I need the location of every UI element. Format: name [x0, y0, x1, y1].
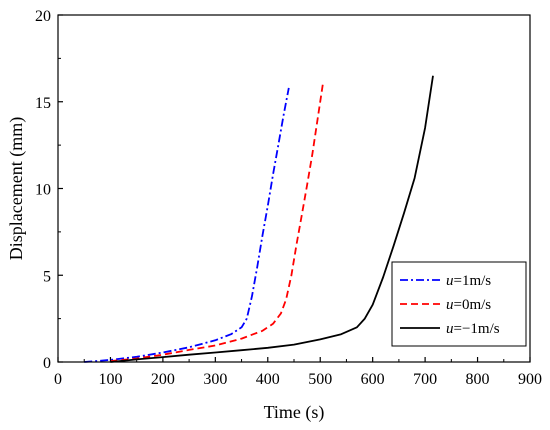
legend: u=1m/su=0m/su=−1m/s [391, 261, 527, 347]
x-tick-label: 0 [54, 371, 62, 388]
series-line-2 [110, 84, 324, 362]
legend-label-italic: u [446, 321, 454, 337]
axes-layer: 0 100 200 300 400 500 600 700 800 900 0 5 10 15 20 Time… [6, 8, 542, 423]
x-tick-label: 600 [361, 371, 385, 388]
legend-label-3: u=−1m/s [446, 321, 500, 337]
legend-label-rest: =−1m/s [454, 321, 500, 337]
y-tick-label: 10 [35, 182, 51, 199]
series-line-1 [84, 87, 290, 363]
legend-label-rest: =0m/s [454, 297, 492, 313]
legend-label-rest: =1m/s [454, 273, 492, 289]
y-tick-label: 20 [35, 8, 51, 25]
y-axis-label: Displacement (mm) [6, 117, 27, 260]
x-tick-label: 400 [256, 371, 280, 388]
x-tick-label: 100 [98, 371, 122, 388]
x-tick-label: 500 [308, 371, 332, 388]
legend-label-1: u=1m/s [446, 273, 491, 289]
y-tick-label: 0 [43, 355, 51, 372]
legend-label-italic: u [446, 297, 454, 313]
x-tick-label: 800 [466, 371, 490, 388]
x-tick-label: 300 [203, 371, 227, 388]
y-tick-label: 15 [35, 95, 51, 112]
x-axis-label: Time (s) [264, 402, 325, 423]
x-tick-label: 200 [151, 371, 175, 388]
y-tick-label: 5 [43, 268, 51, 285]
legend-label-2: u=0m/s [446, 297, 491, 313]
series-line-3 [110, 75, 434, 363]
legend-label-italic: u [446, 273, 454, 289]
x-tick-label: 700 [413, 371, 437, 388]
plot-layer [84, 75, 434, 363]
x-tick-label: 900 [518, 371, 542, 388]
